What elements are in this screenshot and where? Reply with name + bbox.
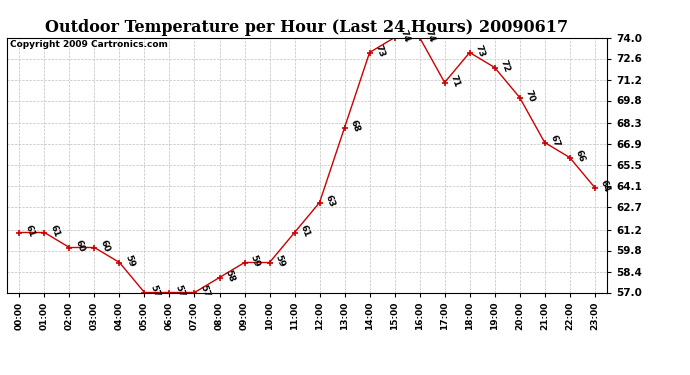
Text: 59: 59: [274, 254, 286, 268]
Text: 57: 57: [199, 284, 211, 298]
Text: 74: 74: [399, 28, 411, 44]
Text: 66: 66: [574, 149, 586, 164]
Text: 72: 72: [499, 59, 511, 74]
Text: 61: 61: [48, 224, 61, 238]
Text: 61: 61: [23, 224, 37, 238]
Text: 71: 71: [448, 74, 462, 88]
Text: 60: 60: [99, 239, 111, 254]
Title: Outdoor Temperature per Hour (Last 24 Hours) 20090617: Outdoor Temperature per Hour (Last 24 Ho…: [46, 19, 569, 36]
Text: 61: 61: [299, 224, 311, 238]
Text: 73: 73: [474, 44, 486, 58]
Text: 59: 59: [124, 254, 137, 268]
Text: Copyright 2009 Cartronics.com: Copyright 2009 Cartronics.com: [10, 40, 168, 49]
Text: 63: 63: [324, 194, 337, 208]
Text: 67: 67: [549, 134, 562, 148]
Text: 68: 68: [348, 119, 362, 134]
Text: 74: 74: [424, 28, 437, 44]
Text: 57: 57: [174, 284, 186, 298]
Text: 57: 57: [148, 284, 161, 298]
Text: 59: 59: [248, 254, 262, 268]
Text: 60: 60: [74, 239, 86, 254]
Text: 70: 70: [524, 89, 537, 104]
Text: 58: 58: [224, 269, 237, 284]
Text: 73: 73: [374, 44, 386, 58]
Text: 64: 64: [599, 179, 611, 194]
